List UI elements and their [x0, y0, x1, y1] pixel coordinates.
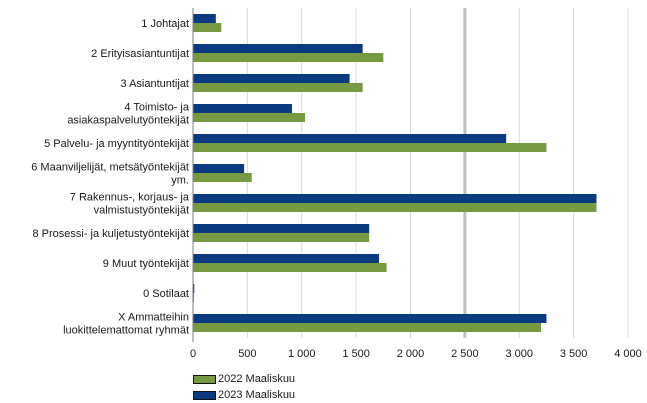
x-tick-label: 500 [238, 348, 256, 360]
bar-2023 [193, 134, 507, 143]
x-tick-label: 2 500 [451, 348, 479, 360]
bar-2023 [193, 14, 216, 23]
category-label-line: ym. [171, 175, 189, 187]
category-label-line: 4 Toimisto- ja [124, 102, 189, 114]
category-label-line: 9 Muut työntekijät [103, 258, 189, 270]
category-label: 7 Rakennus-, korjaus- ja valmistustyöntek… [70, 192, 190, 217]
x-tick-label: 1 500 [342, 348, 370, 360]
category-label: X Ammatteihin luokittelemattomat ryhmät [63, 312, 189, 337]
category-label-line: 7 Rakennus-, korjaus- ja [70, 192, 190, 204]
category-label: 8 Prosessi- ja kuljetustyöntekijät [32, 228, 189, 240]
bar-2022 [193, 83, 363, 92]
x-tick-label: 3 500 [560, 348, 588, 360]
bars [193, 14, 597, 332]
category-labels: 1 Johtajat 2 Erityisasiantuntijat 3 Asiant… [31, 18, 190, 337]
bar-2022 [193, 323, 541, 332]
bar-2022 [193, 143, 547, 152]
legend-item-2022: 2022 Maaliskuu [193, 371, 295, 387]
legend-label-2022: 2022 Maaliskuu [218, 373, 296, 385]
legend-swatch-2023 [193, 390, 216, 400]
bar-2023 [193, 164, 245, 173]
bar-2023 [193, 254, 379, 263]
bar-2022 [193, 173, 252, 182]
bar-2022 [193, 263, 387, 272]
category-label: 9 Muut työntekijät [103, 258, 189, 270]
gridlines [246, 8, 629, 338]
bar-2022 [193, 203, 597, 212]
bar-2023 [193, 194, 597, 203]
bar-2022 [193, 113, 306, 122]
x-tick-label: 2 000 [397, 348, 425, 360]
x-tick-label: 3 000 [505, 348, 533, 360]
bar-2023 [193, 44, 363, 53]
legend-item-2023: 2023 Maaliskuu [193, 387, 295, 403]
category-label: 5 Palvelu- ja myyntityöntekijät [44, 138, 189, 150]
category-label-line: X Ammatteihin [118, 312, 189, 324]
x-tick-label: 1 000 [288, 348, 316, 360]
category-label-line: 6 Maanviljelijät, metsätyöntekijät [31, 162, 189, 174]
category-label: 3 Asiantuntijat [121, 78, 190, 90]
category-label: 0 Sotilaat [143, 288, 189, 300]
category-label-line: luokittelemattomat ryhmät [63, 325, 189, 337]
category-label: 1 Johtajat [141, 18, 189, 30]
category-label-line: 5 Palvelu- ja myyntityöntekijät [44, 138, 189, 150]
category-label-line: valmistustyöntekijät [94, 205, 189, 217]
category-label-line: 0 Sotilaat [143, 288, 189, 300]
legend-swatch-2022 [193, 374, 216, 384]
bar-2023 [193, 314, 547, 323]
x-tick-labels: 0 500 1 000 1 500 2 000 2 500 3 000 3 500 4 000 [190, 348, 642, 360]
legend: 2022 Maaliskuu 2023 Maaliskuu [193, 371, 295, 403]
category-label-line: 1 Johtajat [141, 18, 189, 30]
category-label: 6 Maanviljelijät, metsätyöntekijät ym. [31, 162, 189, 187]
x-tick-label: 4 000 [614, 348, 642, 360]
legend-label-2023: 2023 Maaliskuu [218, 389, 296, 401]
bar-2022 [193, 233, 370, 242]
bar-2022 [193, 53, 384, 62]
category-label-line: 3 Asiantuntijat [121, 78, 190, 90]
bar-2023 [193, 284, 195, 293]
category-label-line: 8 Prosessi- ja kuljetustyöntekijät [32, 228, 189, 240]
category-label-line: asiakaspalvelutyöntekijät [67, 115, 189, 127]
bar-2022 [193, 23, 222, 32]
bar-2023 [193, 74, 350, 83]
x-tick-label: 0 [190, 348, 196, 360]
category-label: 2 Erityisasiantuntijat [91, 48, 189, 60]
category-label-line: 2 Erityisasiantuntijat [91, 48, 189, 60]
category-label: 4 Toimisto- ja asiakaspalvelutyöntekijät [67, 102, 190, 127]
bar-2023 [193, 104, 292, 113]
bar-2023 [193, 224, 370, 233]
